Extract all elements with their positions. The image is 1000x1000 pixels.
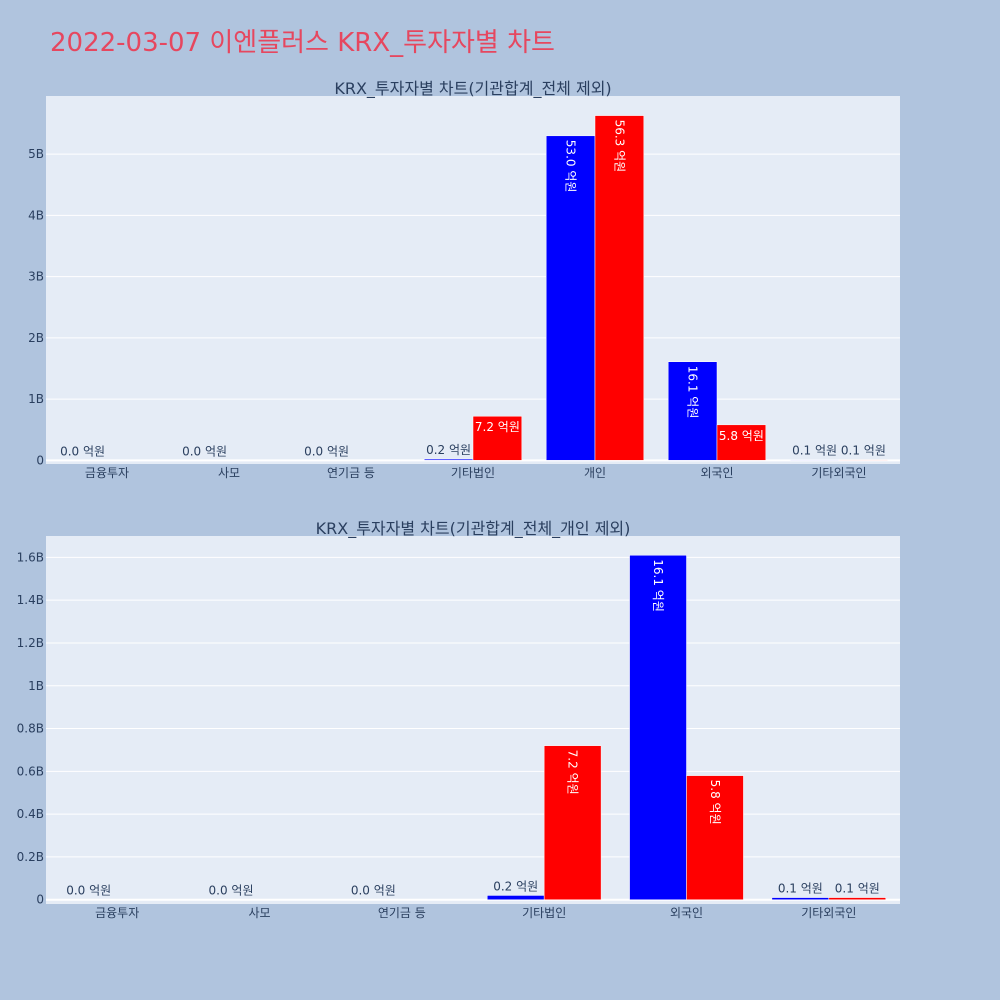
- y-tick-label: 0.2B: [17, 850, 44, 864]
- bar: [716, 424, 767, 461]
- data-label: 0.1 억원: [835, 882, 880, 896]
- bar: [486, 895, 545, 900]
- data-label: 5.8 억원: [719, 429, 764, 443]
- data-label: 5.8 억원: [708, 780, 722, 825]
- x-tick-label: 사모: [218, 466, 240, 480]
- y-tick-label: 1.6B: [17, 550, 44, 564]
- data-label: 0.2 억원: [426, 443, 471, 457]
- y-tick-label: 0.6B: [17, 764, 44, 778]
- data-label: 0.0 억원: [351, 884, 396, 898]
- data-label: 0.0 억원: [304, 444, 349, 458]
- data-label: 16.1 억원: [651, 559, 665, 612]
- chart-title: KRX_투자자별 차트(기관합계_전체_개인 제외): [316, 519, 631, 539]
- data-label: 7.2 억원: [566, 750, 580, 795]
- x-tick-label: 외국인: [670, 906, 703, 920]
- bar: [594, 115, 645, 461]
- data-label: 56.3 억원: [612, 120, 626, 173]
- y-tick-label: 0.4B: [17, 807, 44, 821]
- bar: [686, 775, 744, 900]
- chart-title: KRX_투자자별 차트(기관합계_전체 제외): [334, 79, 611, 99]
- data-label: 7.2 억원: [475, 420, 520, 434]
- x-tick-label: 기타외국인: [801, 906, 856, 920]
- data-label: 0.0 억원: [66, 884, 111, 898]
- data-label: 0.2 억원: [493, 879, 538, 893]
- y-tick-label: 2B: [28, 331, 44, 345]
- bar: [838, 459, 889, 461]
- x-tick-label: 개인: [584, 466, 606, 480]
- bar: [667, 361, 718, 461]
- chart-1-investor-all: 0 1B 2B 3B 4B 5B KRX_투자자별 차트(기관합계_전체 제외) 금융투자 0.…: [28, 79, 900, 480]
- y-tick-label: 5B: [28, 147, 44, 161]
- data-label: 53.0 억원: [564, 140, 578, 193]
- data-label: 0.1 억원: [792, 444, 837, 458]
- plot-area: [46, 96, 900, 464]
- y-tick-label: 1B: [28, 392, 44, 406]
- data-label: 0.1 억원: [778, 882, 823, 896]
- data-label: 0.0 억원: [60, 444, 105, 458]
- x-tick-label: 금융투자: [95, 906, 139, 920]
- x-tick-label: 연기금 등: [378, 906, 426, 920]
- bar: [472, 415, 523, 461]
- x-tick-label: 기타외국인: [811, 466, 866, 480]
- bar: [629, 555, 687, 900]
- chart-2-investor-excl-individual: 0 0.2B 0.4B 0.6B 0.8B 1B 1.2B 1.4B 1.6B KRX_투자자별 …: [17, 519, 900, 920]
- bar: [543, 745, 602, 900]
- y-tick-label: 1.4B: [17, 593, 44, 607]
- x-tick-label: 금융투자: [85, 466, 129, 480]
- plot-area: [46, 536, 900, 904]
- bar: [545, 135, 596, 461]
- x-tick-label: 기타법인: [522, 906, 566, 920]
- x-tick-label: 외국인: [700, 466, 733, 480]
- data-label: 16.1 억원: [686, 366, 700, 419]
- data-label: 0.1 억원: [841, 444, 886, 458]
- bar: [423, 458, 474, 461]
- y-tick-label: 3B: [28, 270, 44, 284]
- y-tick-label: 0: [36, 453, 44, 467]
- y-tick-label: 1B: [28, 679, 44, 693]
- data-label: 0.0 억원: [209, 884, 254, 898]
- bar: [771, 897, 830, 900]
- page-title: 2022-03-07 이엔플러스 KRX_투자자별 차트: [50, 28, 555, 58]
- x-tick-label: 기타법인: [451, 466, 495, 480]
- x-tick-label: 사모: [248, 906, 270, 920]
- bar: [789, 459, 840, 461]
- y-tick-label: 4B: [28, 208, 44, 222]
- data-label: 0.0 억원: [182, 444, 227, 458]
- y-tick-label: 0.8B: [17, 722, 44, 736]
- y-tick-label: 1.2B: [17, 636, 44, 650]
- x-tick-label: 연기금 등: [327, 466, 375, 480]
- y-tick-label: 0: [36, 893, 44, 907]
- bar: [828, 897, 887, 900]
